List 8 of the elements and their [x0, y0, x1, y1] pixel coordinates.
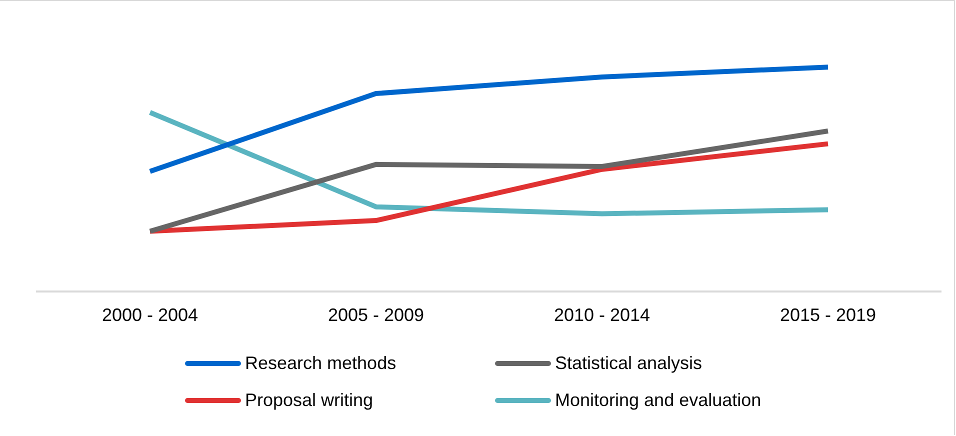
x-tick-label: 2015 - 2019: [780, 305, 876, 326]
legend-label: Proposal writing: [245, 390, 374, 411]
legend-label: Research methods: [245, 353, 396, 374]
x-tick-label: 2005 - 2009: [328, 305, 424, 326]
x-tick-label: 2000 - 2004: [102, 305, 198, 326]
legend-label: Statistical analysis: [555, 353, 702, 374]
x-tick-label: 2010 - 2014: [554, 305, 650, 326]
legend-label: Monitoring and evaluation: [555, 390, 762, 411]
